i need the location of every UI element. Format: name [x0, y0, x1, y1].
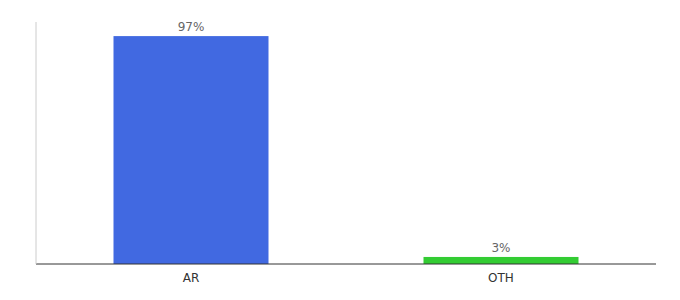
data-label: 3% [491, 241, 510, 255]
chart-container: 97% 3% AR OTH [0, 0, 680, 300]
x-tick-labels: AR OTH [183, 271, 514, 285]
y-axis-line [36, 22, 37, 264]
x-tick-label: AR [183, 271, 200, 285]
x-tick-label: OTH [488, 271, 514, 285]
chart-svg: 97% 3% AR OTH [0, 0, 680, 300]
bar [114, 36, 269, 264]
bars [114, 36, 579, 264]
data-label: 97% [178, 20, 205, 34]
data-labels: 97% 3% [178, 20, 511, 255]
bar [424, 257, 579, 264]
x-axis-line [36, 264, 656, 265]
